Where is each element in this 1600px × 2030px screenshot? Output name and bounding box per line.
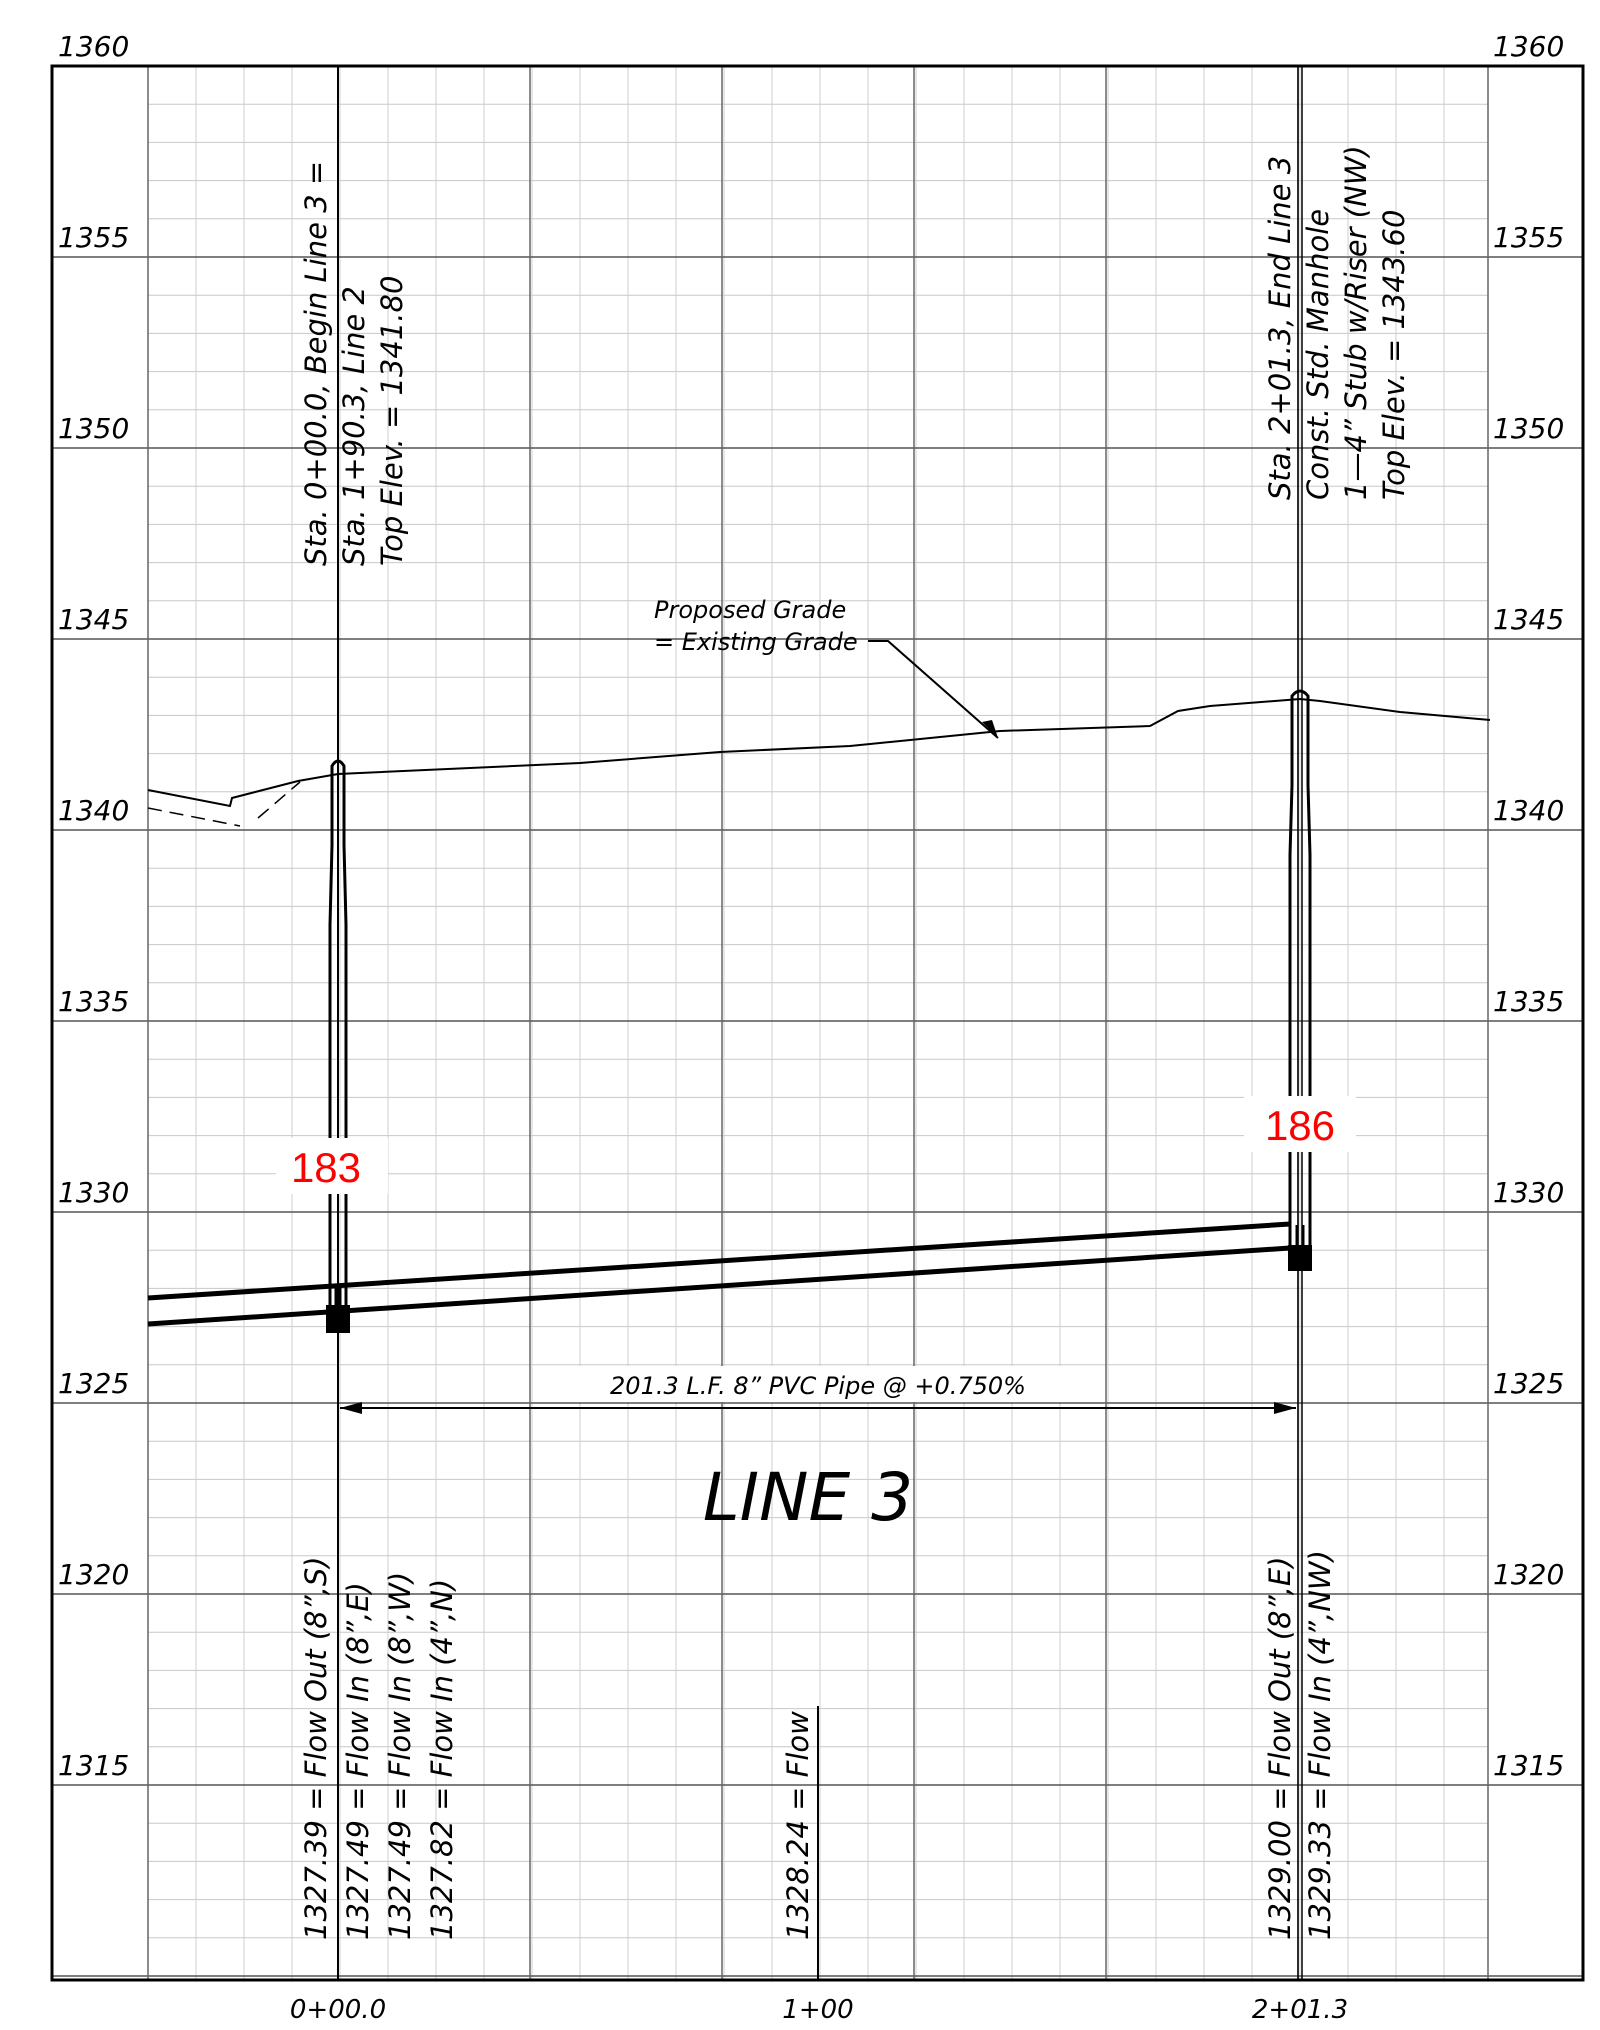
grade-line bbox=[147, 697, 1491, 808]
elev-label: 1340 bbox=[1493, 794, 1564, 827]
dimension-arrow-right bbox=[1274, 1402, 1296, 1414]
manhole-right-info-line: Sta. 2+01.3, End Line 3 bbox=[1263, 156, 1297, 500]
elev-label: 1360 bbox=[58, 30, 129, 63]
existing-grade-dashed bbox=[257, 781, 301, 819]
elev-label: 1330 bbox=[1493, 1176, 1564, 1209]
elev-label: 1325 bbox=[58, 1367, 129, 1400]
manhole-left-info-line: Sta. 0+00.0, Begin Line 3 = bbox=[299, 161, 333, 566]
flow-label: 1327.49 = Flow In (8”,E) bbox=[341, 1582, 375, 1940]
elev-label: 1350 bbox=[58, 412, 129, 445]
elev-label: 1315 bbox=[58, 1749, 129, 1782]
manhole-left-info-line: Sta. 1+90.3, Line 2 bbox=[337, 286, 371, 566]
left-elevation-labels: 1360 1355 1350 1345 1340 1335 1330 1325 … bbox=[58, 30, 129, 1782]
elev-label: 1355 bbox=[58, 221, 129, 254]
manhole-right-info-line: 1—4” Stub w/Riser (NW) bbox=[1339, 145, 1373, 500]
elev-label: 1345 bbox=[58, 603, 129, 636]
flow-labels-left: 1327.39 = Flow Out (8”,S) 1327.49 = Flow… bbox=[299, 1556, 459, 1940]
pipe-top bbox=[147, 1221, 1291, 1301]
elev-label: 1320 bbox=[1493, 1558, 1564, 1591]
dimension-arrow-left bbox=[340, 1402, 362, 1414]
manhole-number-bg bbox=[276, 1138, 388, 1194]
station-label: 2+01.3 bbox=[1252, 1995, 1348, 2025]
flow-labels-right: 1329.00 = Flow Out (8”,E) 1329.33 = Flow… bbox=[1263, 1550, 1337, 1940]
grade-leader bbox=[868, 640, 999, 739]
grade-note-line1: Proposed Grade bbox=[654, 596, 846, 624]
elev-label: 1350 bbox=[1493, 412, 1564, 445]
pipe-bottom bbox=[147, 1245, 1291, 1327]
station-label: 0+00.0 bbox=[290, 1995, 386, 2025]
elev-label: 1315 bbox=[1493, 1749, 1564, 1782]
station-label: 1+00 bbox=[782, 1995, 853, 2025]
manhole-number-left: 183 bbox=[291, 1144, 361, 1191]
flow-label: 1329.00 = Flow Out (8”,E) bbox=[1263, 1556, 1297, 1940]
flow-label: 1327.49 = Flow In (8”,W) bbox=[383, 1572, 417, 1940]
manhole-right-info: Sta. 2+01.3, End Line 3 Const. Std. Manh… bbox=[1263, 145, 1411, 500]
elev-label: 1345 bbox=[1493, 603, 1564, 636]
elev-label: 1335 bbox=[58, 985, 129, 1018]
flow-label: 1329.33 = Flow In (4”,NW) bbox=[1303, 1550, 1337, 1940]
elev-label: 1360 bbox=[1493, 30, 1564, 63]
leader-arrowhead bbox=[982, 720, 998, 738]
manhole-number-right: 186 bbox=[1265, 1102, 1335, 1149]
manhole-left-info-line: Top Elev. = 1341.80 bbox=[375, 276, 409, 566]
manhole-right-info-line: Const. Std. Manhole bbox=[1301, 209, 1335, 500]
pipe-label-bg bbox=[548, 1366, 1088, 1402]
flow-label: 1327.82 = Flow In (4”,N) bbox=[425, 1579, 459, 1940]
elev-label: 1335 bbox=[1493, 985, 1564, 1018]
line-title: LINE 3 bbox=[703, 1459, 913, 1536]
grade-note-line2: = Existing Grade bbox=[654, 628, 858, 656]
flow-label-mid: 1328.24 = Flow bbox=[781, 1711, 815, 1940]
elev-label: 1325 bbox=[1493, 1367, 1564, 1400]
right-elevation-labels: 1360 1355 1350 1345 1340 1335 1330 1325 … bbox=[1493, 30, 1564, 1782]
station-labels: 0+00.0 1+00 2+01.3 bbox=[290, 1995, 1348, 2025]
manhole-right-info-line: Top Elev. = 1343.60 bbox=[1377, 210, 1411, 500]
elev-label: 1355 bbox=[1493, 221, 1564, 254]
flow-label: 1327.39 = Flow Out (8”,S) bbox=[299, 1556, 333, 1940]
elev-label: 1330 bbox=[58, 1176, 129, 1209]
manhole-right bbox=[1288, 689, 1312, 1271]
pipe-label: 201.3 L.F. 8” PVC Pipe @ +0.750% bbox=[610, 1372, 1026, 1400]
existing-grade-dashed bbox=[147, 807, 241, 827]
elev-label: 1320 bbox=[58, 1558, 129, 1591]
manhole-left-info: Sta. 0+00.0, Begin Line 3 = Sta. 1+90.3,… bbox=[299, 161, 409, 566]
elev-label: 1340 bbox=[58, 794, 129, 827]
manhole-number-bg bbox=[1244, 1096, 1356, 1152]
